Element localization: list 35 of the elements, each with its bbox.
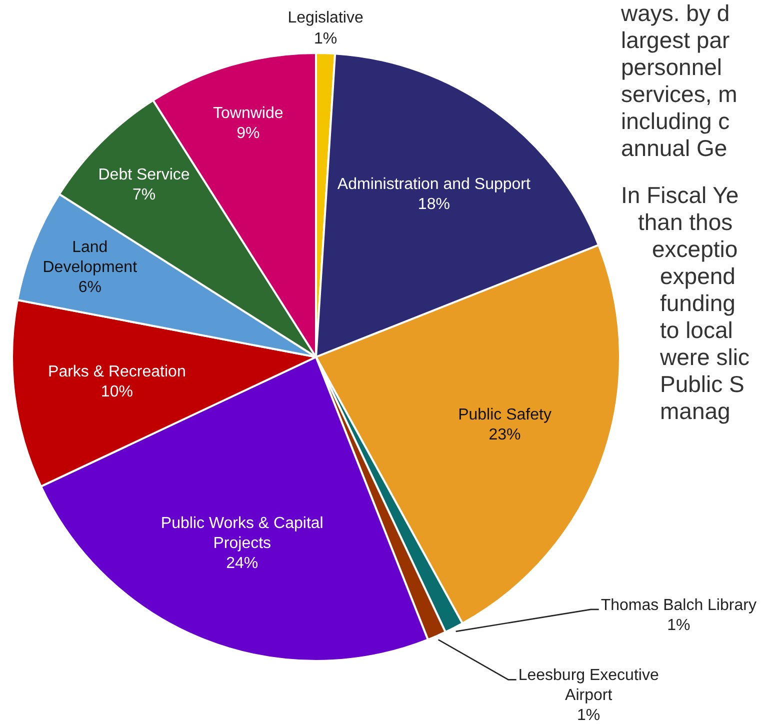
text: Public S xyxy=(660,371,744,398)
slice-label: Administration and Support xyxy=(337,176,531,194)
data-label: 6% xyxy=(78,278,102,296)
text: to local xyxy=(660,317,733,344)
text: than thos xyxy=(638,209,733,236)
data-label: 10% xyxy=(100,384,133,401)
slice-label: Legislative xyxy=(288,10,364,27)
slice-label: Public Safety xyxy=(458,406,552,424)
text: services, m xyxy=(621,81,738,108)
text: largest par xyxy=(621,27,730,54)
text: In Fiscal Ye xyxy=(621,182,739,209)
text: expend xyxy=(660,263,736,290)
text: funding xyxy=(660,290,736,317)
text: were slic xyxy=(660,344,750,371)
slice-label: Parks & Recreation xyxy=(48,364,186,381)
text: personnel xyxy=(621,54,722,81)
data-label: 24% xyxy=(226,554,258,572)
slice-label: Leesburg Executive Airport xyxy=(518,667,659,704)
data-label: 18% xyxy=(418,196,450,214)
text: annual Ge xyxy=(621,135,728,162)
data-label: 23% xyxy=(488,426,521,444)
text: ways. by d xyxy=(621,0,730,27)
slice-label: Thomas Balch Library xyxy=(600,596,756,614)
slice-label: Townwide xyxy=(213,104,284,122)
data-label: 1% xyxy=(314,30,338,48)
text: exceptio xyxy=(652,236,738,263)
text: manag xyxy=(660,398,730,425)
slice-label: Public Works & Capital Projects xyxy=(160,514,324,552)
data-label: 1% xyxy=(577,707,600,724)
slice-label: Land Development xyxy=(42,238,138,276)
data-label: 7% xyxy=(132,186,156,204)
slice-label: Debt Service xyxy=(98,166,190,184)
data-label: 9% xyxy=(236,124,260,142)
text: including c xyxy=(621,108,730,135)
data-label: 1% xyxy=(667,616,690,634)
